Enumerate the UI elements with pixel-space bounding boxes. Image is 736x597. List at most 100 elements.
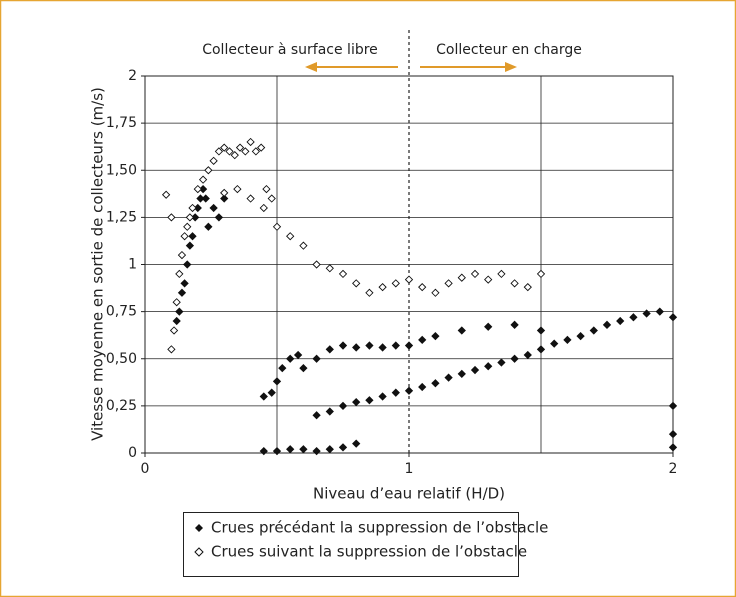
point <box>167 213 176 222</box>
point <box>497 358 506 367</box>
point <box>241 147 250 156</box>
point <box>220 194 229 203</box>
point <box>457 273 466 282</box>
point <box>391 279 400 288</box>
point <box>378 343 387 352</box>
point <box>378 282 387 292</box>
point <box>484 275 493 284</box>
legend-box <box>183 512 519 577</box>
point <box>230 151 239 160</box>
point <box>576 331 585 341</box>
point <box>233 184 242 194</box>
point <box>431 379 440 388</box>
point <box>172 298 181 307</box>
arrow-right <box>420 62 517 72</box>
point <box>193 203 202 213</box>
legend-label: Crues suivant la suppression de l’obstac… <box>211 543 527 561</box>
point <box>510 354 519 363</box>
point <box>523 282 532 292</box>
point <box>352 397 361 407</box>
point <box>391 388 400 397</box>
point <box>444 279 453 288</box>
point <box>259 446 268 456</box>
point <box>325 407 334 416</box>
point <box>312 354 321 363</box>
point <box>191 213 200 222</box>
point <box>536 326 546 335</box>
y-tick-label: 0 <box>128 445 137 461</box>
point <box>185 241 195 250</box>
point <box>175 307 184 316</box>
point <box>272 377 282 386</box>
y-tick-label: 0,25 <box>106 398 137 414</box>
point <box>352 279 361 288</box>
point <box>293 350 303 360</box>
point <box>204 222 213 231</box>
point <box>257 143 266 152</box>
point <box>286 445 295 454</box>
point <box>418 335 427 345</box>
point <box>267 194 276 203</box>
point <box>484 362 493 371</box>
point <box>457 326 466 335</box>
point <box>259 203 268 213</box>
point <box>668 430 678 439</box>
point <box>616 316 625 326</box>
point <box>167 345 176 354</box>
point <box>602 320 612 329</box>
point <box>444 373 453 382</box>
point <box>365 341 374 350</box>
point <box>177 288 187 297</box>
y-tick-label: 1,25 <box>106 209 137 225</box>
point <box>180 279 189 288</box>
point <box>457 369 466 378</box>
point <box>188 232 197 241</box>
point <box>188 203 197 213</box>
point <box>299 241 308 250</box>
point <box>204 166 213 175</box>
point <box>272 446 282 456</box>
point <box>404 386 414 395</box>
point <box>183 222 192 231</box>
point <box>299 364 308 373</box>
point <box>235 143 245 152</box>
point <box>418 282 427 292</box>
point <box>286 232 295 241</box>
point <box>404 275 414 284</box>
y-tick-label: 1 <box>128 257 137 273</box>
point <box>668 313 678 322</box>
y-tick-label: 1,75 <box>106 115 137 131</box>
point <box>172 316 181 326</box>
y-tick-label: 0,50 <box>106 351 137 367</box>
annotation-right: Collecteur en charge <box>436 42 582 58</box>
point <box>193 184 202 194</box>
y-tick-label: 1,50 <box>106 162 137 178</box>
point <box>536 269 546 279</box>
point <box>365 288 374 297</box>
point <box>161 190 171 199</box>
point <box>267 388 276 397</box>
point <box>259 392 268 401</box>
point <box>169 326 179 335</box>
point <box>183 260 192 269</box>
point <box>642 309 651 318</box>
point <box>338 443 348 452</box>
x-tick-label: 0 <box>141 461 150 477</box>
point <box>391 341 400 350</box>
point <box>225 147 234 156</box>
point <box>484 322 493 331</box>
point <box>209 203 218 213</box>
point <box>180 232 189 241</box>
point <box>510 320 519 329</box>
point <box>299 445 308 454</box>
annotation-left: Collecteur à surface libre <box>202 42 378 58</box>
legend-label: Crues précédant la suppression de l’obst… <box>211 519 548 537</box>
point <box>262 184 271 194</box>
point <box>365 396 374 405</box>
point <box>470 269 480 279</box>
point <box>278 364 287 373</box>
y-axis-label: Vitesse moyenne en sortie de collecteurs… <box>89 87 107 441</box>
point <box>550 339 559 348</box>
point <box>201 194 210 203</box>
